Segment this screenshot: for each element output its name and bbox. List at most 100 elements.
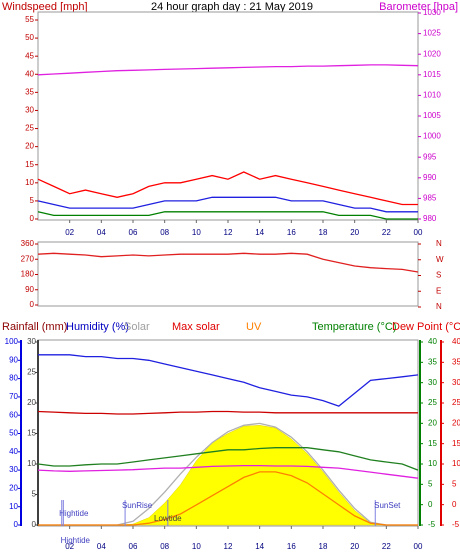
y-tick-label: 10	[452, 459, 460, 468]
y-tick-label: 1005	[423, 111, 441, 120]
line	[37, 196, 418, 213]
y-tick-label: -5	[428, 520, 436, 529]
event-label: SunSet	[374, 501, 401, 510]
x-tick-label: 20	[350, 228, 359, 237]
y-tick-label: W	[436, 255, 444, 264]
y-tick-label: 70	[9, 392, 18, 401]
y-tick-label: 1020	[423, 49, 441, 58]
line	[38, 471, 418, 526]
y-tick-label: 1030	[423, 8, 441, 17]
title: 24 hour graph day : 21 May 2019	[151, 1, 313, 13]
y-tick-label: 1010	[423, 91, 441, 100]
y-tick-label: 30	[452, 378, 460, 387]
x-tick-label: 18	[319, 228, 328, 237]
y-tick-label: 20	[428, 418, 437, 427]
y-tick-label: 5	[30, 196, 35, 205]
y-tick-label: 30	[9, 465, 18, 474]
line	[37, 252, 419, 273]
y-tick-label: S	[436, 271, 441, 280]
y-tick-label: 50	[9, 429, 18, 438]
y-tick-label: 5	[428, 479, 433, 488]
y-tick-label: 980	[423, 214, 437, 223]
x-tick-label: 10	[192, 542, 201, 551]
line	[37, 447, 419, 471]
x-tick-label: 02	[65, 228, 74, 237]
line	[37, 410, 418, 415]
y-tick-label: 20	[27, 398, 36, 407]
y-tick-label: 270	[21, 254, 35, 263]
x-tick-label: 14	[255, 228, 264, 237]
y-tick-label: 20	[25, 142, 34, 151]
y-tick-label: 20	[9, 484, 18, 493]
y-tick-label: N	[436, 239, 442, 248]
y-tick-label: 0	[452, 500, 457, 509]
y-tick-label: 25	[25, 124, 34, 133]
y-tick-label: 90	[25, 285, 34, 294]
humidity-label: Humidity (%)	[66, 321, 129, 333]
y-tick-label: 15	[25, 160, 34, 169]
y-tick-label: 45	[25, 51, 34, 60]
y-tick-label: 10	[25, 178, 34, 187]
y-tick-label: 0	[30, 300, 35, 309]
event-label: Hightide	[61, 536, 91, 545]
y-tick-label: 10	[428, 459, 437, 468]
x-tick-label: 12	[224, 228, 233, 237]
y-label: Windspeed [mph]	[2, 1, 88, 13]
y-tick-label: 5	[32, 490, 37, 499]
y-tick-label: 60	[9, 410, 18, 419]
event-label: Lowtide	[154, 514, 182, 523]
y-tick-label: 40	[428, 337, 437, 346]
dew-label: Dew Point (°C)	[392, 321, 460, 333]
y-tick-label: 5	[452, 479, 457, 488]
y-tick-label: 1000	[423, 132, 441, 141]
y-tick-label: 100	[5, 337, 19, 346]
y-tick-label: 15	[428, 439, 437, 448]
y-tick-label: N	[436, 302, 442, 311]
y-tick-label: 1025	[423, 29, 441, 38]
x-tick-label: 00	[414, 542, 423, 551]
max-solar-label: Max solar	[172, 321, 220, 333]
y2-label: Barometer [hpa]	[379, 1, 458, 13]
y-tick-label: 35	[452, 357, 460, 366]
frame	[37, 11, 419, 221]
y-tick-label: 0	[32, 520, 37, 529]
y-tick-label: 55	[25, 15, 34, 24]
event-label: SunRise	[122, 501, 153, 510]
frame	[37, 241, 419, 307]
line	[37, 464, 419, 479]
y-tick-label: 40	[452, 337, 460, 346]
x-tick-label: 22	[382, 228, 391, 237]
x-tick-label: 06	[129, 542, 138, 551]
y-tick-label: 50	[25, 33, 34, 42]
rain-label: Rainfall (mm)	[2, 321, 67, 333]
y-tick-label: 30	[25, 106, 34, 115]
y-tick-label: 10	[9, 502, 18, 511]
y-tick-label: 360	[21, 239, 35, 248]
y-tick-label: 35	[428, 357, 437, 366]
y-tick-label: 25	[452, 398, 460, 407]
y-tick-label: 20	[452, 418, 460, 427]
x-tick-label: 18	[319, 542, 328, 551]
y-tick-label: -5	[452, 520, 460, 529]
y-tick-label: 90	[9, 355, 18, 364]
x-tick-label: 16	[287, 542, 296, 551]
y-tick-label: 40	[9, 447, 18, 456]
x-tick-label: 02	[65, 542, 74, 551]
y-tick-label: 40	[25, 69, 34, 78]
temp-label: Temperature (°C)	[312, 321, 396, 333]
y-tick-label: 0	[428, 500, 433, 509]
y-tick-label: 990	[423, 173, 437, 182]
line	[37, 211, 418, 220]
y-tick-label: 10	[27, 459, 36, 468]
x-tick-label: 08	[160, 542, 169, 551]
y-tick-label: E	[436, 286, 441, 295]
y-tick-label: 30	[428, 378, 437, 387]
x-tick-label: 20	[350, 542, 359, 551]
y-tick-label: 30	[27, 337, 36, 346]
y-tick-label: 180	[21, 270, 35, 279]
y-tick-label: 985	[423, 194, 437, 203]
x-tick-label: 10	[192, 228, 201, 237]
x-tick-label: 14	[255, 542, 264, 551]
line	[37, 64, 419, 76]
